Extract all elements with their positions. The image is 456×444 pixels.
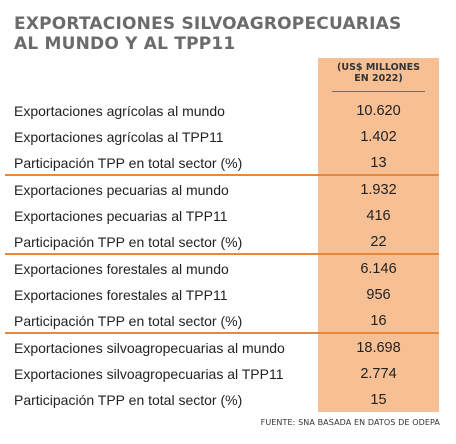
group-separator xyxy=(5,332,439,334)
row-label: Participación TPP en total sector (%) xyxy=(14,313,243,329)
source-note: FUENTE: SNA BASADA EN DATOS DE ODEPA xyxy=(260,418,440,427)
row-value: 18.698 xyxy=(356,340,401,356)
table-row: Exportaciones agrícolas al TPP11 1.402 xyxy=(14,124,439,150)
row-label: Exportaciones silvoagropecuarias al TPP1… xyxy=(14,366,284,382)
row-value: 16 xyxy=(370,313,387,329)
row-label: Exportaciones forestales al TPP11 xyxy=(14,287,228,303)
column-header-line-2: EN 2022) xyxy=(354,73,403,84)
table-row: Exportaciones silvoagropecuarias al mund… xyxy=(14,335,439,361)
value-column-background xyxy=(318,58,439,412)
row-label: Participación TPP en total sector (%) xyxy=(14,155,243,171)
group-separator xyxy=(5,174,439,176)
table-row: Participación TPP en total sector (%) 22 xyxy=(14,229,439,255)
row-value: 2.774 xyxy=(360,366,397,382)
title-line-2: AL MUNDO Y AL TPP11 xyxy=(14,34,236,54)
row-value: 15 xyxy=(370,392,387,408)
row-label: Participación TPP en total sector (%) xyxy=(14,392,243,408)
row-label: Exportaciones forestales al mundo xyxy=(14,261,229,277)
row-value: 1.932 xyxy=(360,182,397,198)
table-row: Exportaciones agrícolas al mundo 10.620 xyxy=(14,98,439,124)
table-row: Exportaciones forestales al mundo 6.146 xyxy=(14,256,439,282)
row-label: Exportaciones agrícolas al mundo xyxy=(14,103,225,119)
row-label: Exportaciones silvoagropecuarias al mund… xyxy=(14,340,285,356)
row-value: 13 xyxy=(370,155,387,171)
row-label: Exportaciones pecuarias al mundo xyxy=(14,182,229,198)
row-value: 22 xyxy=(370,234,387,250)
row-value: 10.620 xyxy=(356,103,401,119)
column-header: (US$ MILLONES EN 2022) xyxy=(318,62,439,84)
column-header-underline xyxy=(332,91,425,92)
table-row: Participación TPP en total sector (%) 15 xyxy=(14,387,439,413)
title-line-1: EXPORTACIONES SILVOAGROPECUARIAS xyxy=(14,14,402,34)
table-row: Exportaciones pecuarias al TPP11 416 xyxy=(14,203,439,229)
row-value: 1.402 xyxy=(360,129,397,145)
table-row: Participación TPP en total sector (%) 16 xyxy=(14,308,439,334)
row-value: 6.146 xyxy=(360,261,397,277)
row-label: Participación TPP en total sector (%) xyxy=(14,234,243,250)
row-label: Exportaciones pecuarias al TPP11 xyxy=(14,208,228,224)
column-header-line-1: (US$ MILLONES xyxy=(337,62,420,73)
table-row: Exportaciones pecuarias al mundo 1.932 xyxy=(14,177,439,203)
row-value: 416 xyxy=(366,208,391,224)
row-value: 956 xyxy=(366,287,391,303)
group-separator xyxy=(5,253,439,255)
table-row: Participación TPP en total sector (%) 13 xyxy=(14,150,439,176)
row-label: Exportaciones agrícolas al TPP11 xyxy=(14,129,224,145)
page-title: EXPORTACIONES SILVOAGROPECUARIAS AL MUND… xyxy=(14,14,401,54)
table-row: Exportaciones forestales al TPP11 956 xyxy=(14,282,439,308)
table-row: Exportaciones silvoagropecuarias al TPP1… xyxy=(14,361,439,387)
